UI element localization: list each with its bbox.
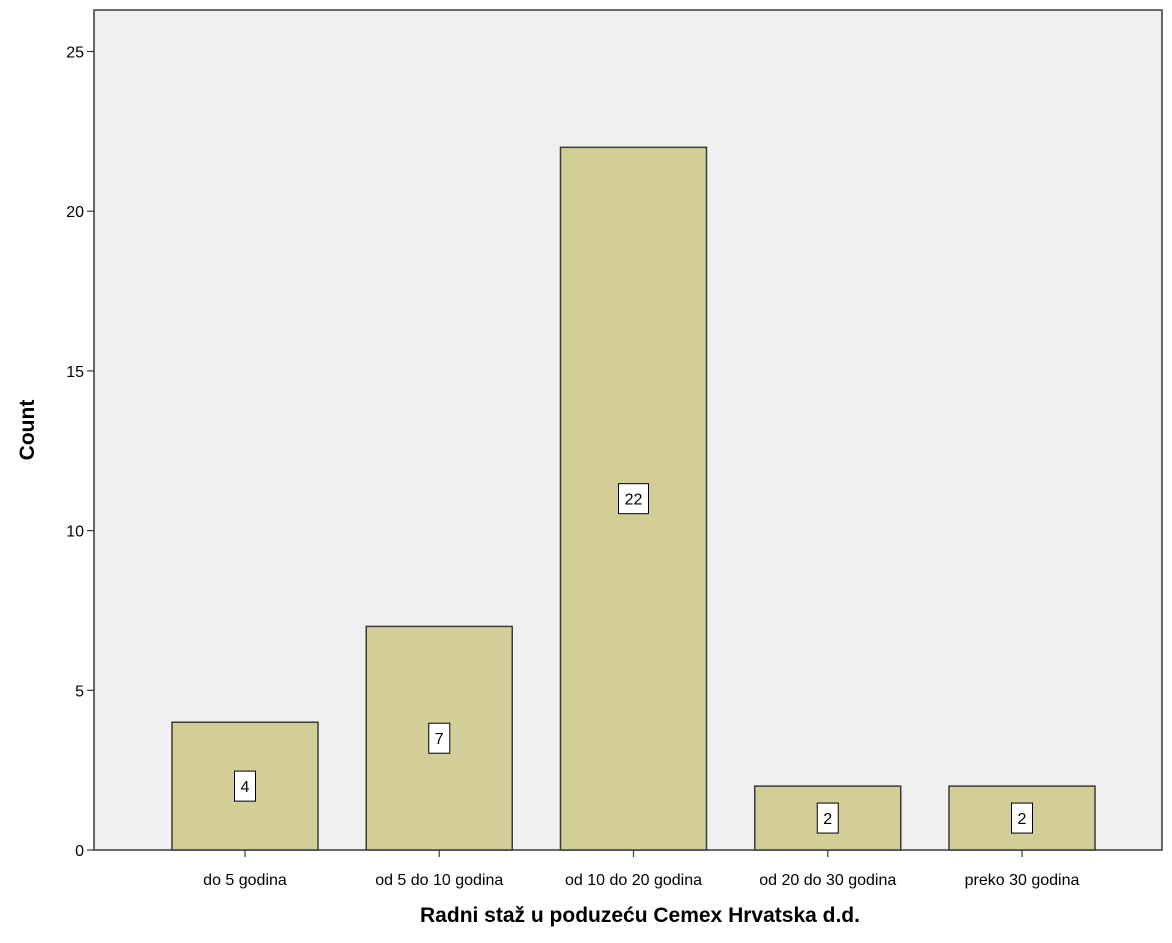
x-tick-label: do 5 godina <box>203 872 287 889</box>
y-tick-label: 20 <box>66 204 84 221</box>
data-label-box <box>1011 802 1033 834</box>
data-label-box <box>428 722 451 754</box>
x-tick-label: preko 30 godina <box>965 872 1080 889</box>
y-tick-label: 5 <box>75 683 84 700</box>
x-axis-title: Radni staž u poduzeću Cemex Hrvatska d.d… <box>420 904 860 927</box>
y-axis-title: Count <box>16 400 39 461</box>
data-label: 7 <box>435 731 444 748</box>
x-tick-label: od 10 do 20 godina <box>565 872 702 889</box>
x-tick-label: od 5 do 10 godina <box>375 872 503 889</box>
y-tick-label: 0 <box>75 843 84 860</box>
y-tick-label: 25 <box>66 45 84 62</box>
data-label: 2 <box>1018 811 1027 828</box>
data-label: 4 <box>241 779 250 796</box>
x-axis: do 5 godina od 5 do 10 godina od 10 do 20 … <box>203 850 1079 889</box>
y-tick-label: 10 <box>66 524 84 541</box>
data-label-box <box>816 802 839 834</box>
data-label-box <box>234 770 256 802</box>
y-axis: 0 5 10 15 20 25 <box>66 45 94 860</box>
data-label: 22 <box>625 492 643 509</box>
y-tick-label: 15 <box>66 364 84 381</box>
data-label: 2 <box>823 811 832 828</box>
x-tick-label: od 20 do 30 godina <box>759 872 896 889</box>
data-label-box <box>618 483 649 515</box>
